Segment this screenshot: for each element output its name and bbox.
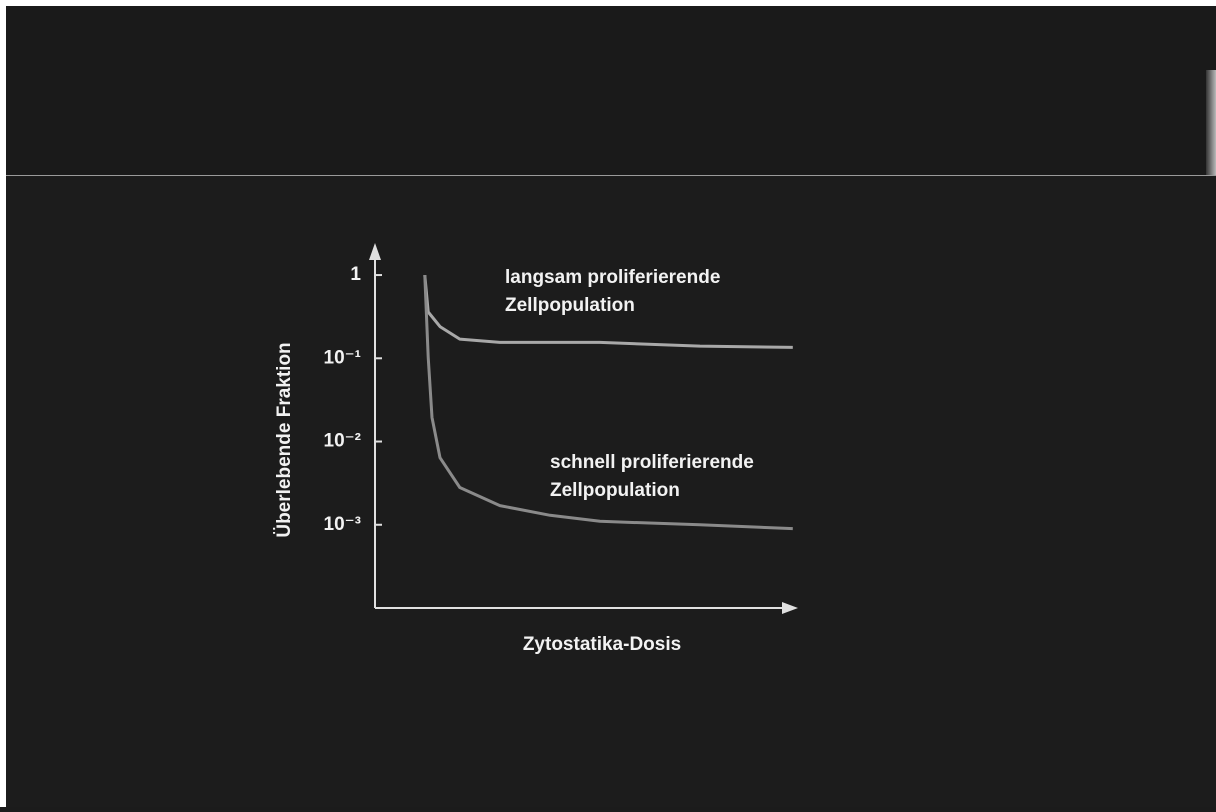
annotation: Zellpopulation bbox=[550, 480, 680, 501]
y-tick-label: 10⁻² bbox=[324, 431, 362, 452]
annotation: schnell proliferierende bbox=[550, 452, 754, 473]
x-axis-arrow bbox=[782, 602, 798, 614]
y-tick-label: 1 bbox=[350, 264, 361, 285]
y-tick-label: 10⁻¹ bbox=[324, 347, 362, 368]
x-axis-label: Zytostatika-Dosis bbox=[523, 634, 681, 655]
line-series bbox=[423, 275, 793, 531]
top-margin bbox=[0, 0, 1216, 6]
header-band bbox=[6, 6, 1216, 175]
chart: Zytostatika-Dosis Überlebende Fraktion bbox=[274, 243, 798, 655]
y-axis-arrow bbox=[369, 243, 381, 260]
annotation: langsam proliferierende bbox=[505, 267, 720, 288]
line-series bbox=[423, 274, 793, 349]
edge-strip bbox=[1206, 70, 1216, 175]
y-tick-label: 10⁻³ bbox=[324, 514, 362, 535]
annotation: Zellpopulation bbox=[505, 295, 635, 316]
y-axis-label: Überlebende Fraktion bbox=[274, 342, 295, 537]
left-margin bbox=[0, 0, 6, 807]
